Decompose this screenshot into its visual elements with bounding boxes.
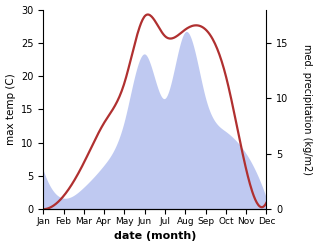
X-axis label: date (month): date (month) xyxy=(114,231,196,242)
Y-axis label: max temp (C): max temp (C) xyxy=(5,74,16,145)
Y-axis label: med. precipitation (kg/m2): med. precipitation (kg/m2) xyxy=(302,44,313,175)
